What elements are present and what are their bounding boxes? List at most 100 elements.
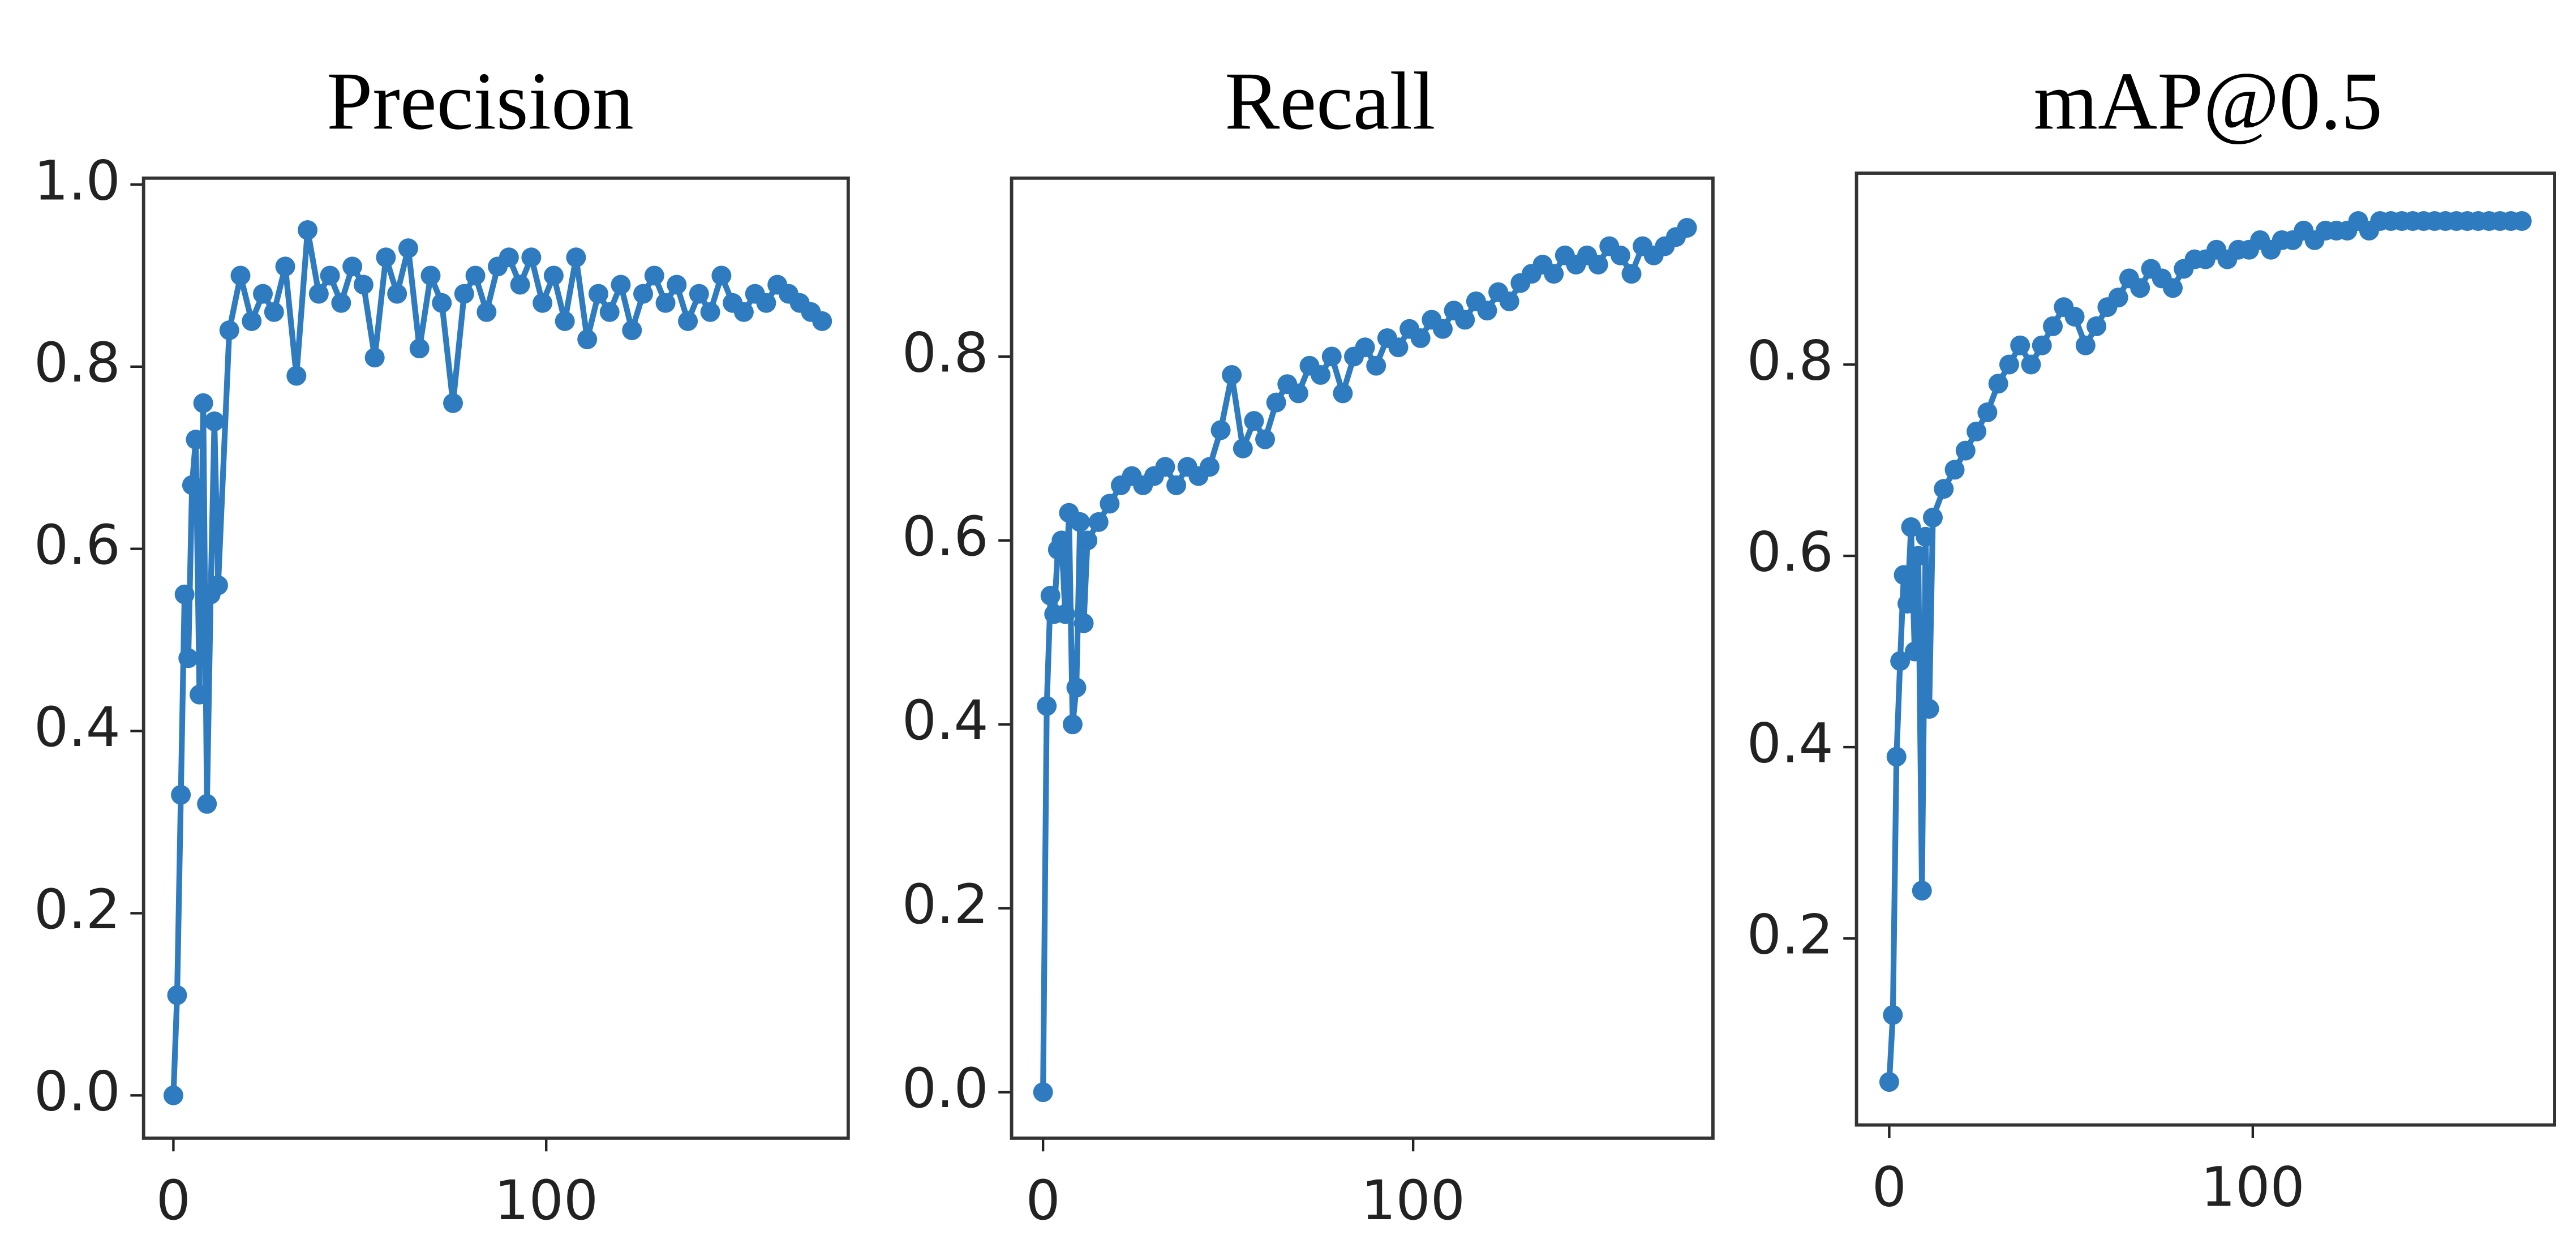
data-point <box>1544 264 1564 284</box>
data-point <box>812 311 832 331</box>
data-point <box>533 293 553 313</box>
data-point <box>174 584 195 604</box>
data-point <box>1901 517 1921 537</box>
data-point <box>1886 747 1907 767</box>
chart-title: Recall <box>1225 55 1435 147</box>
data-point <box>2043 316 2063 336</box>
data-point <box>1916 526 1936 547</box>
data-point <box>298 220 318 240</box>
data-point <box>1037 696 1057 716</box>
data-point <box>689 284 709 304</box>
data-point <box>1355 337 1375 358</box>
data-point <box>1610 245 1630 265</box>
data-point <box>1321 346 1342 367</box>
data-point <box>2163 278 2183 298</box>
data-point <box>476 302 497 322</box>
y-tick-label: 0.0 <box>34 1060 121 1124</box>
data-point <box>1919 698 1939 719</box>
data-point <box>2075 335 2096 355</box>
x-tick-label: 100 <box>1361 1169 1465 1232</box>
plot-frame <box>141 176 850 1140</box>
data-point <box>331 293 351 313</box>
data-line <box>170 227 824 1096</box>
data-point <box>398 238 418 259</box>
data-point <box>2010 335 2030 355</box>
y-tick-label: 1.0 <box>34 149 121 212</box>
data-point <box>711 265 732 286</box>
data-point <box>1366 355 1386 376</box>
x-tick-label: 0 <box>156 1169 191 1232</box>
data-point <box>182 475 202 495</box>
data-point <box>465 265 486 286</box>
data-point <box>622 320 642 340</box>
data-point <box>1944 460 1965 480</box>
x-tick-label: 0 <box>1872 1156 1907 1219</box>
data-point <box>1062 714 1083 735</box>
data-point <box>1677 217 1697 238</box>
data-point <box>1266 392 1286 413</box>
data-point <box>1233 438 1253 458</box>
data-point <box>667 275 687 295</box>
data-point <box>633 284 654 304</box>
data-point <box>756 293 776 313</box>
data-point <box>1070 512 1090 532</box>
data-point <box>1908 546 1929 566</box>
data-point <box>555 311 575 331</box>
data-point <box>1890 651 1910 671</box>
chart-title: Precision <box>327 55 634 147</box>
x-tick-label: 100 <box>2201 1156 2305 1219</box>
data-point <box>178 648 199 668</box>
y-tick-label: 0.4 <box>902 689 989 752</box>
data-point <box>1621 264 1642 284</box>
data-point <box>2511 211 2532 231</box>
data-point <box>1244 411 1264 431</box>
data-point <box>197 794 217 814</box>
data-point <box>264 302 284 322</box>
data-point <box>1432 319 1453 339</box>
y-tick-label: 0.8 <box>902 321 989 384</box>
data-point <box>443 393 463 413</box>
data-point <box>1066 678 1087 698</box>
data-point <box>1499 291 1519 311</box>
data-point <box>190 684 210 705</box>
data-point <box>1879 1072 1899 1092</box>
data-point <box>566 247 586 268</box>
plot-frame <box>1010 176 1715 1140</box>
y-tick-label: 0.0 <box>902 1057 989 1120</box>
data-point <box>1100 494 1120 514</box>
data-point <box>208 575 228 595</box>
data-point <box>1199 457 1220 477</box>
data-point <box>1988 374 2008 394</box>
data-point <box>1923 507 1943 528</box>
data-point <box>2130 278 2150 298</box>
data-point <box>733 302 754 322</box>
y-tick-label: 0.8 <box>1747 329 1834 392</box>
data-point <box>1883 1005 1903 1025</box>
data-line <box>1040 225 1689 1092</box>
data-point <box>353 275 373 295</box>
data-point <box>253 284 273 304</box>
data-point <box>2086 316 2107 336</box>
data-point <box>1155 457 1175 477</box>
data-point <box>1040 585 1061 606</box>
data-point <box>1088 512 1109 532</box>
data-point <box>1894 565 1914 585</box>
data-point <box>193 393 213 413</box>
data-point <box>275 256 295 277</box>
data-point <box>1288 383 1308 404</box>
data-point <box>678 311 698 331</box>
data-point <box>1934 479 1954 499</box>
data-point <box>387 284 407 304</box>
chart-title: mAP@0.5 <box>2034 55 2382 147</box>
data-point <box>376 247 396 268</box>
data-point <box>320 265 340 286</box>
data-point <box>543 265 564 286</box>
data-line <box>1886 218 2522 1082</box>
data-point <box>655 293 676 313</box>
data-point <box>1904 641 1925 662</box>
data-point <box>1311 365 1331 385</box>
data-point <box>2064 307 2085 327</box>
data-point <box>219 320 239 340</box>
data-point <box>186 430 206 450</box>
